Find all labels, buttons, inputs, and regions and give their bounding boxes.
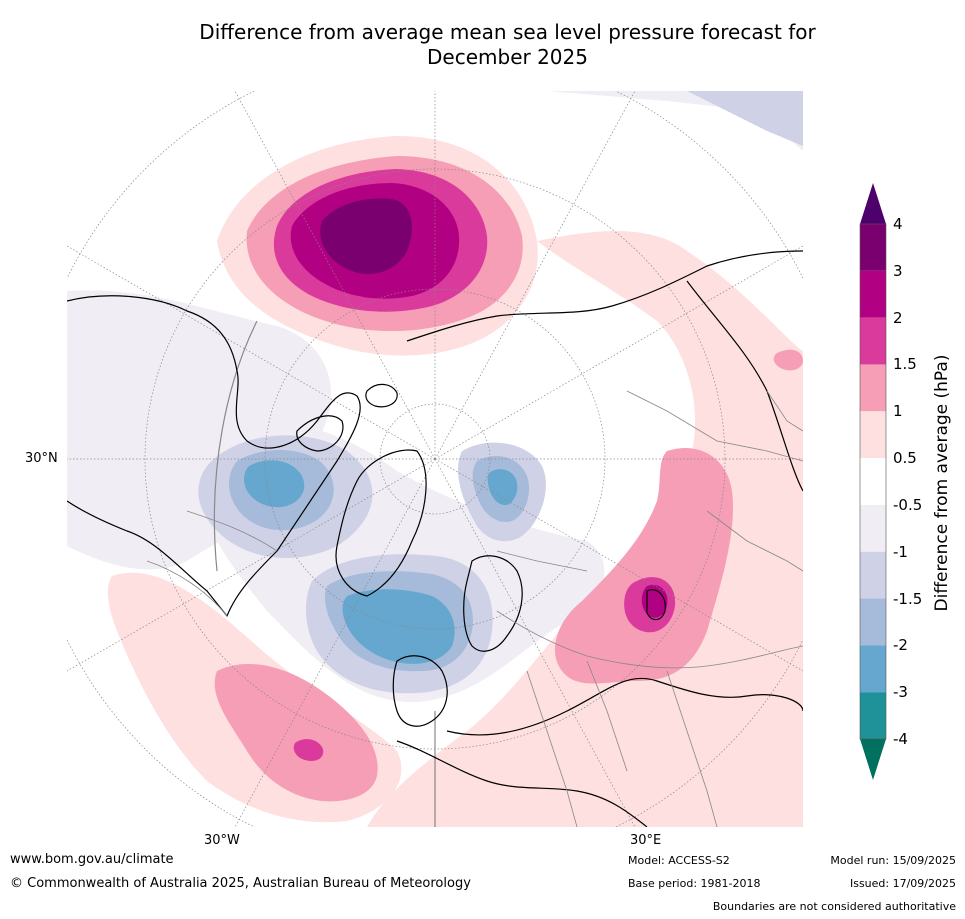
colorbar-tick-label: -0.5 [893, 495, 923, 514]
colorbar-tick-label: 1 [893, 402, 903, 421]
anomaly-plus1-region-east [773, 349, 803, 371]
colorbar-tick-label: -1.5 [893, 589, 923, 608]
footer-model: Model: ACCESS-S2 [628, 854, 730, 867]
colorbar-band [860, 645, 886, 693]
colorbar-tick-label: 3 [893, 261, 903, 280]
anomaly-minus2-region-atlantic [342, 589, 455, 664]
north-america-coast [67, 295, 361, 617]
colorbar-tick-label: -2 [893, 636, 908, 655]
map-title: Difference from average mean sea level p… [150, 20, 865, 70]
east-asia-coast [686, 280, 803, 492]
colorbar-tick-label: -4 [893, 730, 908, 748]
anomaly-plus3-region-pacific [320, 198, 412, 275]
coastlines [67, 250, 803, 827]
anomaly-minus1-region-northeast [687, 91, 803, 146]
footer-model-run: Model run: 15/09/2025 [830, 854, 956, 867]
anomaly-plus1-region-atlantic-south [214, 663, 378, 802]
country-borders [146, 390, 803, 827]
colorbar-band [860, 551, 886, 599]
colorbar-band [860, 224, 886, 271]
footer-disclaimer: Boundaries are not considered authoritat… [712, 900, 956, 913]
siberia-coast [406, 250, 803, 342]
mediterranean-coast [396, 740, 648, 827]
colorbar-title: Difference from average (hPa) [932, 354, 952, 612]
anomaly-plus15-region-atlantic-south [293, 739, 324, 761]
europe-coast [392, 655, 803, 736]
canada-arctic-islands [296, 383, 398, 452]
pressure-anomaly-map [67, 91, 803, 827]
colorbar-tick-label: -3 [893, 683, 908, 702]
colorbar-tick-label: 4 [893, 215, 903, 233]
footer-issued: Issued: 17/09/2025 [849, 877, 956, 890]
colorbar-extend-max [860, 183, 886, 224]
colorbar-band [860, 692, 886, 739]
title-line-2: December 2025 [427, 45, 588, 69]
footer-copyright: © Commonwealth of Australia 2025, Austra… [10, 876, 471, 891]
meridian-solid-lines [213, 320, 436, 827]
anomaly-plus2-region-eurasia [641, 584, 668, 618]
colorbar-band [860, 364, 886, 412]
colorbar-tick-label: -1 [893, 542, 908, 561]
colorbar-band [860, 317, 886, 365]
anomaly-plus1-region-eurasia [554, 447, 733, 684]
colorbar-band [860, 504, 886, 552]
colorbar-tick-label: 2 [893, 308, 903, 327]
footer-url[interactable]: www.bom.gov.au/climate [10, 852, 174, 867]
colorbar-tick-label: 0.5 [893, 449, 917, 468]
lon-label-30e: 30°E [630, 833, 662, 848]
anomaly-minus2-region-greenland [244, 460, 305, 508]
colorbar [859, 183, 887, 780]
colorbar-tick-label: 1.5 [893, 355, 917, 374]
colorbar-band [860, 411, 886, 459]
colorbar-band [860, 458, 886, 505]
anomaly-minus2-region-barents [487, 469, 518, 506]
caspian-sea [646, 589, 666, 621]
lat-label-30n: 30°N [25, 451, 58, 466]
lon-label-30w: 30°W [204, 833, 240, 848]
anomaly-plus05-region-eurasia [367, 231, 803, 827]
colorbar-band [860, 598, 886, 646]
colorbar-band [860, 270, 886, 318]
greenland-coast [335, 449, 427, 597]
title-line-1: Difference from average mean sea level p… [199, 20, 816, 44]
colorbar-extend-min [860, 739, 886, 780]
scandinavia-coast [463, 555, 523, 652]
footer-base-period: Base period: 1981-2018 [628, 877, 761, 890]
